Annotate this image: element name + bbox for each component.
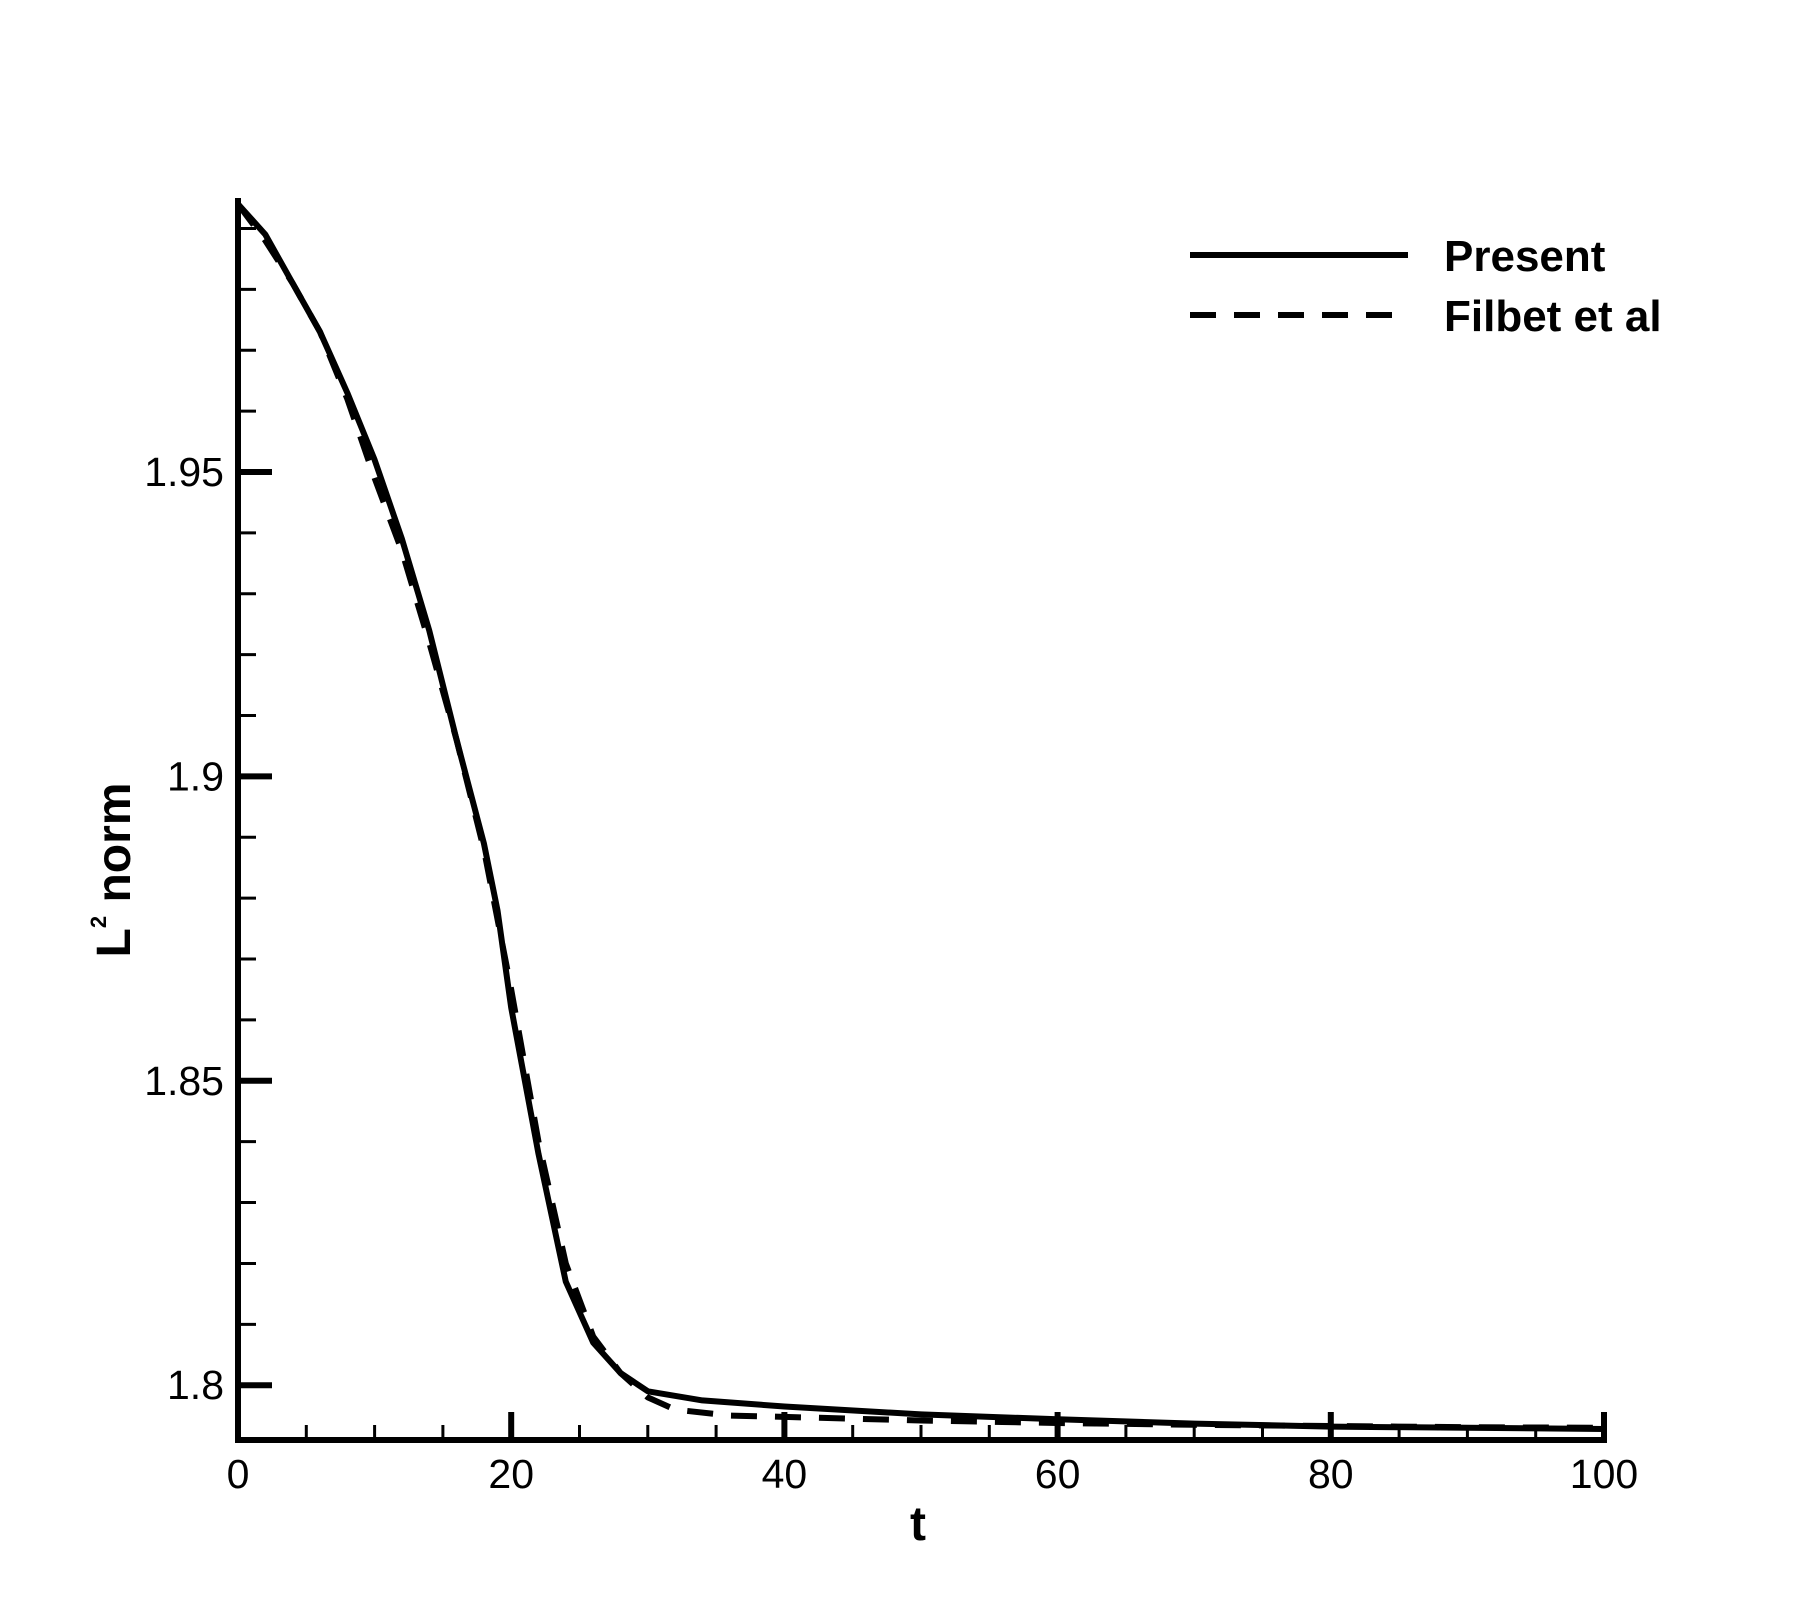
- series-layer: [235, 202, 1605, 1432]
- y-tick-label: 1.95: [144, 449, 224, 495]
- y-axis-title-rest: norm: [88, 783, 141, 916]
- series-line-filbet: [235, 202, 1605, 1431]
- x-axis-title: t: [910, 1498, 926, 1551]
- y-tick-label: 1.85: [144, 1058, 224, 1104]
- x-tick-label: 40: [762, 1451, 808, 1497]
- x-tick-label: 20: [488, 1451, 534, 1497]
- x-tick-label: 100: [1570, 1451, 1638, 1497]
- legend: Present Filbet et al: [1190, 232, 1662, 341]
- x-tick-label: 60: [1035, 1451, 1081, 1497]
- x-axis-ticks: 0 20 40 60 80 100: [227, 1412, 1638, 1497]
- y-axis-title: L2 norm: [86, 783, 141, 958]
- y-axis-title-base: L: [88, 928, 141, 957]
- x-tick-label: 0: [227, 1451, 250, 1497]
- x-tick-label: 80: [1308, 1451, 1354, 1497]
- plot-frame: [235, 198, 1607, 1443]
- legend-label-filbet: Filbet et al: [1444, 292, 1662, 341]
- y-axis-ticks: 1.8 1.85 1.9 1.95: [144, 226, 272, 1408]
- y-axis-title-superscript: 2: [86, 916, 111, 928]
- series-line-present: [235, 202, 1605, 1432]
- legend-label-present: Present: [1444, 232, 1606, 281]
- y-tick-label: 1.8: [167, 1362, 224, 1408]
- svg-text:L2 norm: L2 norm: [86, 783, 141, 958]
- y-tick-label: 1.9: [167, 753, 224, 799]
